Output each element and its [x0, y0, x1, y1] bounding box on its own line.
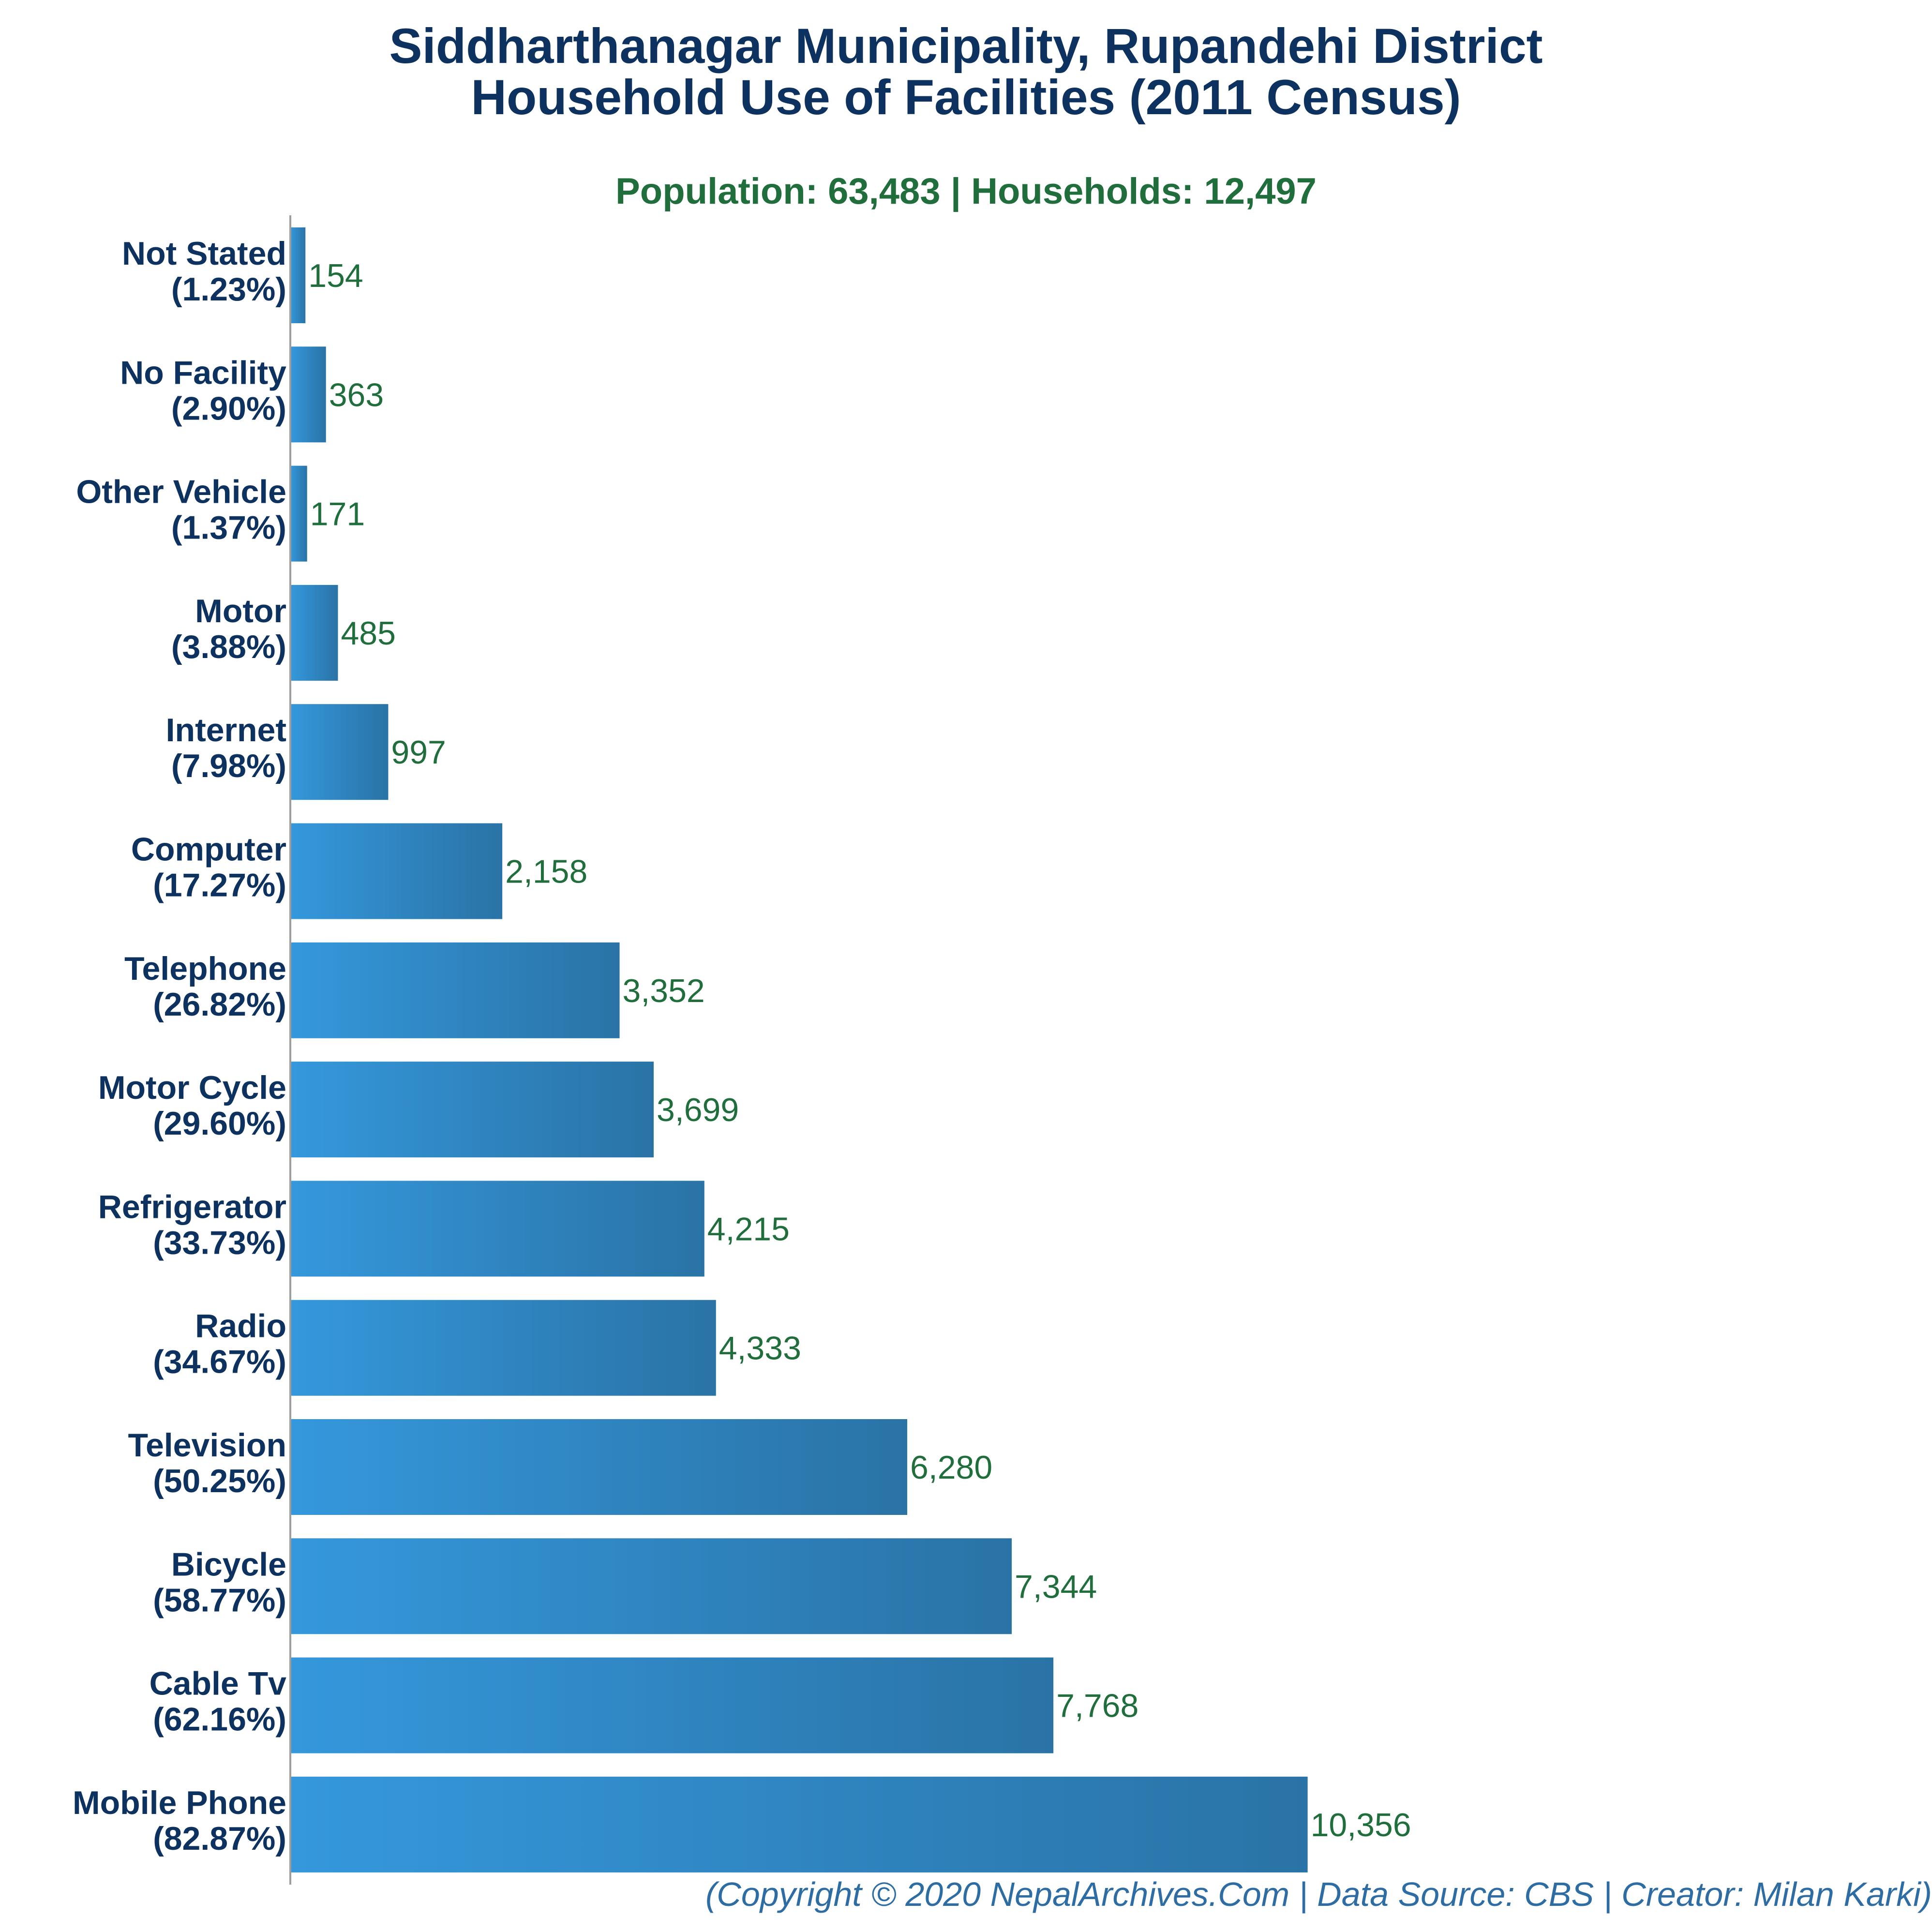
percent-label-computer: (17.27%): [153, 867, 286, 904]
percent-label-refrigerator: (33.73%): [153, 1224, 286, 1261]
percent-label-bicycle: (58.77%): [153, 1582, 286, 1618]
percent-label-no-facility: (2.90%): [171, 390, 286, 427]
percent-label-motor-cycle: (29.60%): [153, 1105, 286, 1142]
percent-label-mobile-phone: (82.87%): [153, 1820, 286, 1857]
value-label-television: 6,280: [910, 1449, 992, 1486]
category-label-television: Television: [128, 1427, 286, 1464]
bar-mobile-phone: [290, 1776, 1308, 1872]
category-label-mobile-phone: Mobile Phone: [73, 1784, 286, 1821]
bars-layer: 154 Not Stated(1.23%) 363 No Facility(2.90%…: [73, 227, 1411, 1872]
value-label-internet: 997: [391, 734, 446, 771]
bar-radio: [290, 1300, 716, 1396]
category-label-motor-cycle: Motor Cycle: [98, 1069, 286, 1106]
bar-refrigerator: [290, 1181, 704, 1277]
bar-internet: [290, 704, 389, 800]
percent-label-not-stated: (1.23%): [171, 271, 286, 308]
percent-label-cable-tv: (62.16%): [153, 1701, 286, 1738]
bar-motor: [290, 584, 338, 681]
category-label-other-vehicle: Other Vehicle: [76, 474, 286, 510]
value-label-cable-tv: 7,768: [1056, 1688, 1138, 1724]
percent-label-motor: (3.88%): [171, 629, 286, 665]
value-label-motor: 485: [341, 615, 395, 652]
category-label-computer: Computer: [131, 831, 286, 868]
value-label-no-facility: 363: [329, 376, 384, 413]
percent-label-other-vehicle: (1.37%): [171, 509, 286, 546]
category-label-radio: Radio: [195, 1308, 286, 1345]
category-label-no-facility: No Facility: [120, 354, 286, 391]
category-label-bicycle: Bicycle: [171, 1546, 286, 1583]
chart-title-line-2: Household Use of Facilities (2011 Census…: [471, 70, 1461, 125]
value-label-refrigerator: 4,215: [707, 1211, 790, 1247]
category-label-cable-tv: Cable Tv: [150, 1665, 287, 1702]
value-label-not-stated: 154: [308, 257, 363, 294]
bar-bicycle: [290, 1538, 1012, 1634]
bar-no-facility: [290, 346, 326, 443]
bar-motor-cycle: [290, 1062, 654, 1158]
percent-label-radio: (34.67%): [153, 1344, 286, 1380]
bar-other-vehicle: [290, 465, 307, 562]
chart-title-line-1: Siddharthanagar Municipality, Rupandehi …: [389, 18, 1543, 74]
value-label-other-vehicle: 171: [310, 496, 365, 533]
category-label-telephone: Telephone: [124, 950, 286, 987]
percent-label-telephone: (26.82%): [153, 986, 286, 1023]
bar-cable-tv: [290, 1657, 1054, 1753]
value-label-computer: 2,158: [505, 854, 587, 890]
chart-subtitle: Population: 63,483 | Households: 12,497: [615, 171, 1317, 212]
footer-credit: (Copyright © 2020 NepalArchives.Com | Da…: [705, 1875, 1932, 1913]
percent-label-internet: (7.98%): [171, 748, 286, 784]
bar-television: [290, 1419, 908, 1515]
category-label-motor: Motor: [195, 593, 286, 629]
value-label-radio: 4,333: [719, 1330, 801, 1367]
category-label-refrigerator: Refrigerator: [98, 1188, 286, 1225]
bar-not-stated: [290, 227, 306, 323]
category-label-internet: Internet: [166, 712, 286, 749]
bar-computer: [290, 823, 503, 919]
category-label-not-stated: Not Stated: [122, 235, 286, 272]
bar-telephone: [290, 942, 620, 1038]
value-label-mobile-phone: 10,356: [1311, 1807, 1411, 1843]
value-label-bicycle: 7,344: [1015, 1568, 1097, 1605]
percent-label-television: (50.25%): [153, 1463, 286, 1499]
value-label-telephone: 3,352: [623, 973, 705, 1009]
value-label-motor-cycle: 3,699: [657, 1092, 739, 1128]
